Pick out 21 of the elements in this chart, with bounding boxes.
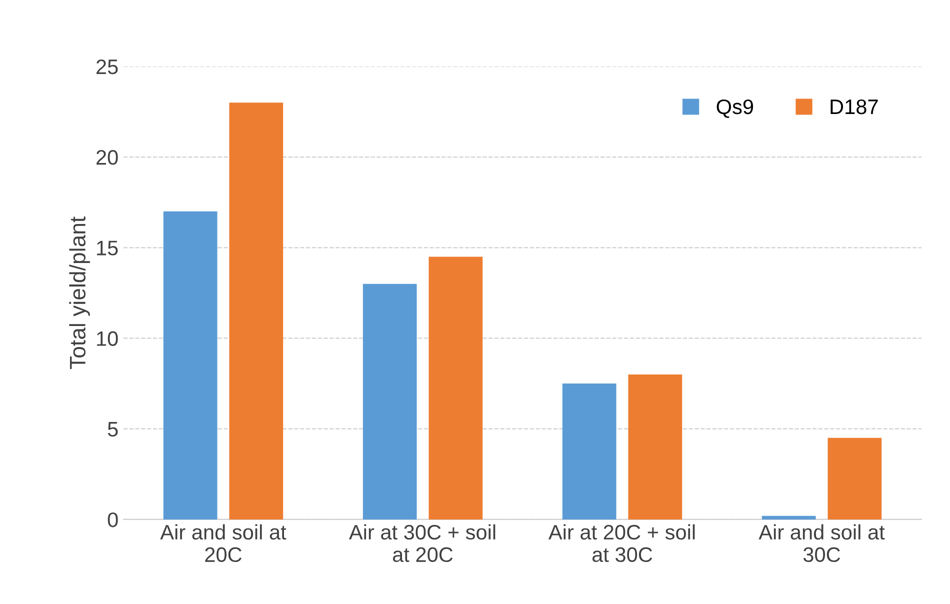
y-tick-label: 5 xyxy=(108,422,118,437)
y-tick-label: 25 xyxy=(96,59,118,74)
legend-label: D187 xyxy=(830,99,878,114)
x-tick-label: Air and soil at 30C xyxy=(758,524,885,562)
y-tick-label: 20 xyxy=(96,150,118,165)
bar xyxy=(362,284,417,520)
bar xyxy=(628,374,682,520)
bar xyxy=(762,516,816,520)
bar xyxy=(163,211,218,520)
x-tick-label: Air and soil at 20C xyxy=(160,524,286,562)
legend-label: Qs9 xyxy=(716,99,754,118)
y-tick-label: 0 xyxy=(108,512,118,528)
y-tick-label: 10 xyxy=(97,331,118,346)
x-tick-label: Air at 20C + soil at 30C xyxy=(548,524,695,562)
y-tick-label: 15 xyxy=(97,240,118,256)
x-tick-label: Air at 30C + soil at 20C xyxy=(348,524,496,562)
bar xyxy=(229,102,284,520)
bar xyxy=(828,438,882,520)
y-axis-title: Total yield/plant xyxy=(69,216,90,370)
bar xyxy=(428,256,483,520)
bar xyxy=(562,384,616,520)
